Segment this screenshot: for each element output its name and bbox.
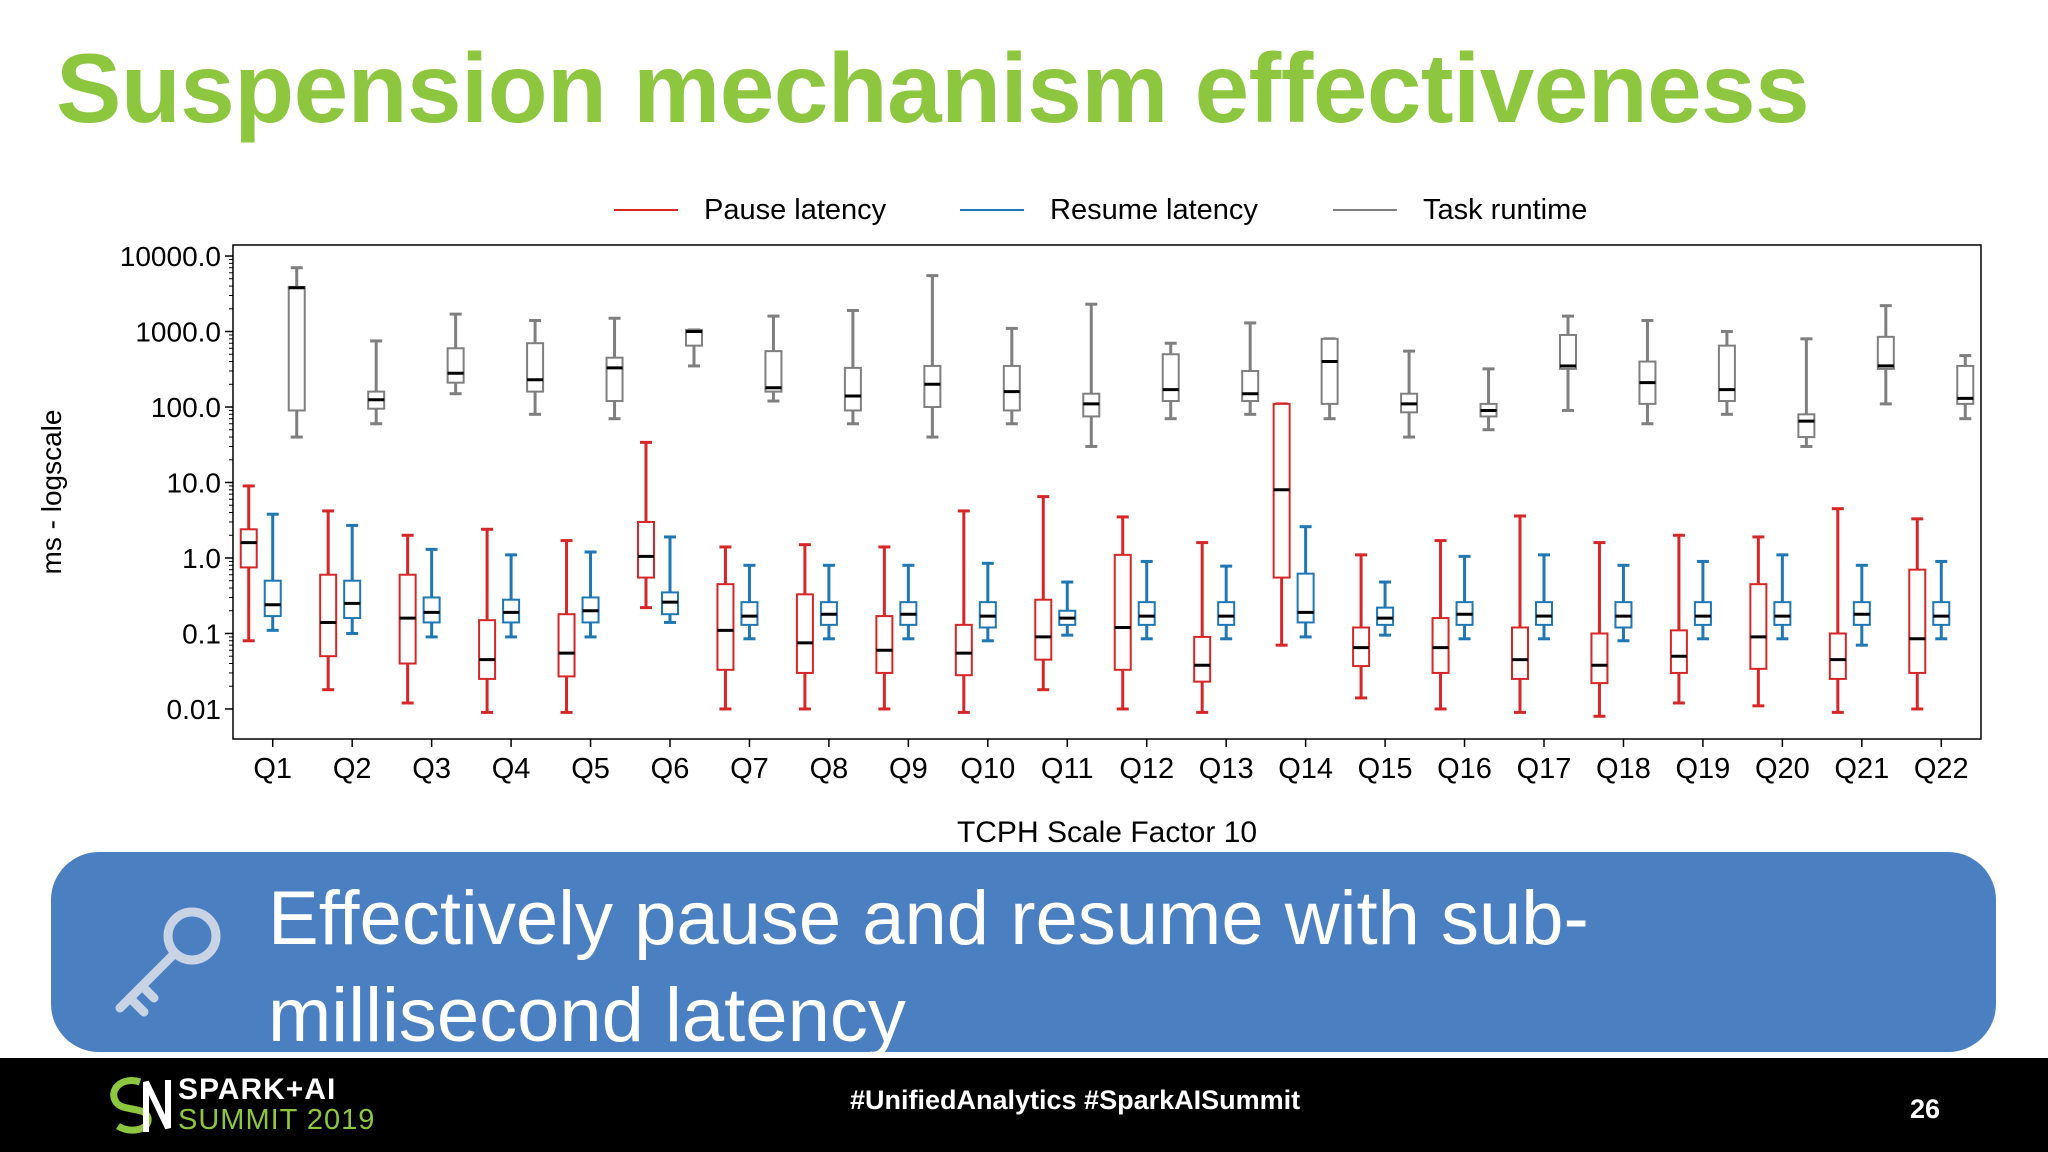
iqr-box: [797, 594, 813, 673]
iqr-box: [1218, 602, 1234, 625]
spark-logo-icon: [102, 1072, 172, 1138]
iqr-box: [1512, 627, 1528, 678]
x-tick-label: Q4: [492, 753, 531, 785]
x-tick-label: Q16: [1437, 753, 1492, 785]
x-tick-label: Q20: [1755, 753, 1810, 785]
iqr-box: [956, 625, 972, 675]
x-tick-label: Q2: [333, 753, 372, 785]
x-tick-label: Q14: [1278, 753, 1333, 785]
x-axis: Q1 Q2 Q3 Q4 Q5 Q6 Q7 Q8 Q9 Q10 Q11 Q12 Q13 Q14 Q15 Q16 Q…: [253, 739, 1968, 785]
y-tick-label: 10000.0: [120, 241, 221, 272]
iqr-box: [717, 584, 733, 670]
y-axis-label: ms - logscale: [36, 410, 67, 575]
x-axis-label: TCPH Scale Factor 10: [957, 816, 1257, 849]
iqr-box: [1750, 584, 1766, 669]
legend-label: Task runtime: [1423, 194, 1587, 226]
x-tick-label: Q9: [889, 753, 928, 785]
y-tick-label: 10.0: [167, 467, 222, 498]
iqr-box: [607, 358, 623, 401]
iqr-box: [527, 343, 543, 391]
key-icon: [100, 888, 240, 1028]
y-tick-label: 1000.0: [135, 317, 221, 348]
x-tick-label: Q6: [651, 753, 690, 785]
legend: Pause latency Resume latency Task runtime: [614, 194, 1587, 226]
iqr-box: [1115, 555, 1131, 670]
callout-text: Effectively pause and resume with sub-mi…: [268, 870, 1768, 1064]
x-tick-label: Q10: [960, 753, 1015, 785]
x-tick-label: Q22: [1914, 753, 1969, 785]
iqr-box: [1560, 335, 1576, 369]
iqr-box: [1798, 414, 1814, 437]
y-tick-label: 0.1: [182, 618, 221, 649]
iqr-box: [1536, 602, 1552, 625]
x-tick-label: Q11: [1041, 753, 1094, 785]
x-tick-label: Q15: [1358, 753, 1413, 785]
x-tick-label: Q8: [810, 753, 849, 785]
x-tick-label: Q7: [730, 753, 769, 785]
y-axis: 0.01 0.1 1.0 10.0 100.0 1000.0 10000.0: [120, 241, 233, 725]
iqr-box: [344, 581, 360, 618]
iqr-box: [1322, 339, 1338, 404]
x-tick-label: Q18: [1596, 753, 1651, 785]
iqr-box: [448, 348, 464, 382]
iqr-box: [1830, 633, 1846, 678]
iqr-box: [1377, 608, 1393, 625]
y-tick-label: 0.01: [167, 694, 222, 725]
iqr-box: [765, 351, 781, 391]
iqr-box: [924, 366, 940, 407]
x-tick-label: Q3: [412, 753, 451, 785]
iqr-box: [1004, 366, 1020, 411]
iqr-box: [1035, 600, 1051, 660]
iqr-box: [1139, 602, 1155, 625]
iqr-box: [289, 287, 305, 411]
footer-hashtags: #UnifiedAnalytics #SparkAISummit: [850, 1085, 1300, 1116]
iqr-box: [265, 581, 281, 616]
x-tick-label: Q13: [1199, 753, 1254, 785]
iqr-box: [1433, 618, 1449, 673]
iqr-box: [741, 602, 757, 625]
iqr-box: [559, 614, 575, 676]
iqr-box: [1909, 570, 1925, 673]
x-tick-label: Q21: [1834, 753, 1889, 785]
x-tick-label: Q1: [253, 753, 292, 785]
legend-label: Pause latency: [704, 194, 887, 226]
slide-title: Suspension mechanism effectiveness: [56, 32, 1809, 145]
iqr-box: [424, 597, 440, 622]
iqr-box: [1933, 602, 1949, 625]
iqr-box: [845, 368, 861, 411]
iqr-box: [1695, 602, 1711, 625]
iqr-box: [1298, 574, 1314, 623]
iqr-box: [479, 620, 495, 679]
x-tick-label: Q17: [1517, 753, 1572, 785]
legend-label: Resume latency: [1050, 194, 1258, 226]
iqr-box: [1591, 633, 1607, 683]
iqr-box: [1242, 371, 1258, 401]
iqr-box: [1194, 637, 1210, 682]
logo-line1: SPARK+AI: [178, 1075, 375, 1105]
y-tick-label: 1.0: [182, 543, 221, 574]
iqr-box: [1878, 337, 1894, 369]
iqr-box: [1671, 630, 1687, 673]
y-tick-label: 100.0: [151, 392, 221, 423]
x-tick-label: Q5: [571, 753, 610, 785]
logo-line2: SUMMIT 2019: [178, 1105, 375, 1135]
iqr-box: [638, 522, 654, 578]
x-tick-label: Q19: [1675, 753, 1730, 785]
spark-ai-summit-logo: SPARK+AI SUMMIT 2019: [102, 1072, 375, 1138]
iqr-box: [876, 616, 892, 673]
iqr-box: [1163, 354, 1179, 401]
iqr-box: [1719, 346, 1735, 401]
iqr-box: [241, 529, 257, 567]
iqr-box: [320, 575, 336, 656]
x-tick-label: Q12: [1119, 753, 1174, 785]
page-number: 26: [1910, 1094, 1940, 1125]
iqr-box: [1774, 602, 1790, 625]
